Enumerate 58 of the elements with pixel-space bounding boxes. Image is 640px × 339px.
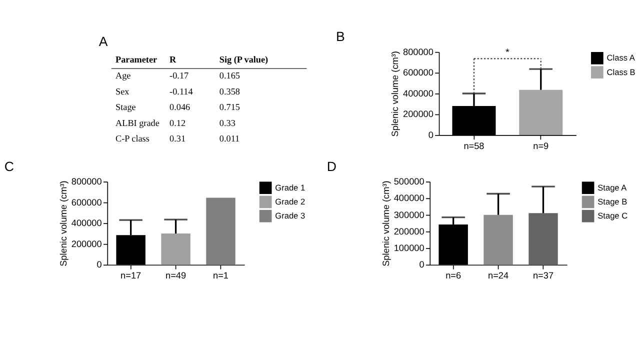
text: -0.114 [170, 86, 194, 96]
chart-title: B [336, 29, 346, 44]
x-tick-label: n=24 [488, 270, 509, 280]
text: R [170, 54, 177, 65]
text: Sex [116, 86, 130, 96]
y-tick-label: 300000 [394, 210, 424, 220]
text: 0.046 [170, 102, 191, 112]
text: 0.12 [170, 118, 186, 128]
legend-label: Stage C [598, 210, 628, 221]
text: 0.011 [219, 134, 240, 144]
chart-title: C [4, 158, 14, 174]
legend-label: Class A [606, 52, 636, 63]
text: ALBI grade [116, 118, 160, 128]
chart-title: D [326, 158, 336, 174]
y-tick-label: 200000 [394, 226, 424, 236]
text: 0.715 [219, 102, 240, 112]
x-tick-label: n=58 [464, 140, 484, 151]
y-tick-label: 0 [419, 260, 424, 270]
text: Parameter [116, 54, 158, 65]
text: 0.165 [219, 70, 240, 81]
annotation: * [505, 47, 510, 58]
y-tick-label: 600000 [71, 197, 102, 208]
y-axis-title: Splenic volume (cm³) [58, 180, 68, 266]
y-tick-label: 500000 [394, 176, 424, 187]
text: Sig (P value) [219, 54, 268, 66]
y-tick-label: 400000 [71, 218, 102, 228]
legend-label: Grade 1 [275, 182, 306, 192]
text: A [98, 34, 108, 50]
y-tick-label: 400000 [403, 88, 434, 98]
x-tick-label: n=17 [120, 270, 142, 280]
x-tick-label: n=49 [166, 270, 186, 280]
y-tick-label: 800000 [71, 176, 102, 187]
legend-label: Class B [606, 66, 636, 77]
x-tick-label: n=9 [533, 140, 549, 151]
x-tick-label: n=6 [446, 270, 462, 280]
text: -0.17 [170, 70, 190, 81]
y-tick-label: 0 [428, 130, 434, 140]
y-tick-label: 600000 [403, 68, 434, 78]
y-axis-title: Splenic volume (cm³) [390, 51, 400, 137]
legend-label: Grade 3 [275, 210, 306, 221]
text: 0.31 [170, 134, 186, 144]
y-tick-label: 100000 [394, 243, 424, 253]
y-tick-label: 200000 [403, 109, 434, 120]
legend-label: Stage A [598, 182, 628, 192]
y-tick-label: 0 [96, 260, 102, 270]
y-tick-label: 800000 [403, 46, 434, 57]
x-tick-label: n=37 [532, 270, 554, 280]
text: 0.33 [219, 118, 236, 128]
text: C-P class [116, 134, 150, 144]
y-axis-title: Splenic volume (cm³) [380, 180, 391, 266]
text: Age [116, 70, 131, 81]
x-tick-label: n=1 [213, 270, 228, 280]
y-tick-label: 200000 [71, 238, 102, 249]
text: 0.358 [219, 86, 240, 96]
y-tick-label: 400000 [394, 193, 424, 204]
legend-label: Grade 2 [275, 196, 306, 206]
text: Stage [116, 102, 136, 112]
legend-label: Stage B [598, 196, 628, 206]
